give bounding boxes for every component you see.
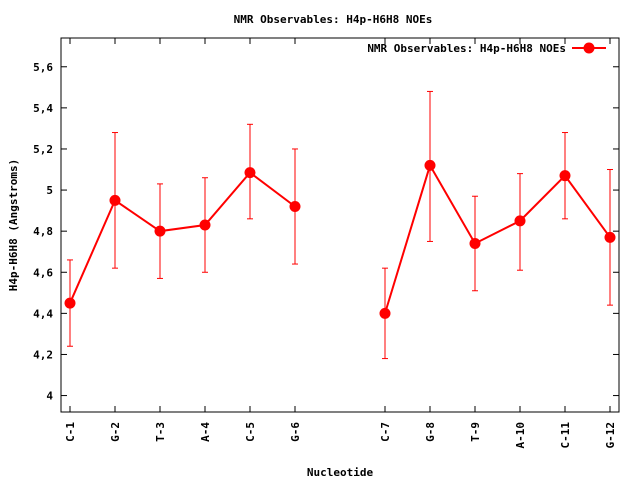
y-tick-label: 5,4 xyxy=(33,102,53,115)
data-point xyxy=(289,201,301,213)
x-tick-label: C-1 xyxy=(64,422,77,442)
y-tick-label: 5 xyxy=(46,184,53,197)
x-tick-label: T-3 xyxy=(154,422,167,442)
chart-title: NMR Observables: H4p-H6H8 NOEs xyxy=(234,13,433,26)
x-tick-label: A-10 xyxy=(514,422,527,449)
x-tick-label: G-12 xyxy=(604,422,617,449)
y-tick-label: 4,6 xyxy=(33,266,53,279)
y-axis-label: H4p-H6H8 (Angstroms) xyxy=(7,159,20,291)
plot-frame xyxy=(60,37,620,413)
y-tick-label: 4 xyxy=(46,390,53,403)
data-point xyxy=(424,159,436,171)
x-axis-label: Nucleotide xyxy=(307,466,374,479)
y-tick-label: 4,2 xyxy=(33,348,53,361)
data-point xyxy=(244,167,256,179)
y-tick-label: 4,8 xyxy=(33,225,53,238)
x-tick-label: G-6 xyxy=(289,422,302,442)
legend-label: NMR Observables: H4p-H6H8 NOEs xyxy=(367,42,566,55)
x-tick-label: T-9 xyxy=(469,422,482,442)
data-point xyxy=(604,231,616,243)
data-point xyxy=(154,225,166,237)
data-point xyxy=(199,219,211,231)
x-tick-label: G-2 xyxy=(109,422,122,442)
x-tick-label: C-11 xyxy=(559,422,572,449)
data-point xyxy=(559,170,571,182)
y-tick-label: 4,4 xyxy=(33,307,53,320)
x-tick-label: G-8 xyxy=(424,422,437,442)
y-tick-label: 5,6 xyxy=(33,61,53,74)
y-tick-label: 5,2 xyxy=(33,143,53,156)
x-tick-label: C-7 xyxy=(379,422,392,442)
x-tick-label: A-4 xyxy=(199,422,212,442)
data-point xyxy=(109,194,121,206)
data-point xyxy=(379,307,391,319)
x-tick-label: C-5 xyxy=(244,422,257,442)
series-line xyxy=(69,171,296,304)
series-line xyxy=(384,162,611,314)
data-point xyxy=(469,237,481,249)
legend: NMR Observables: H4p-H6H8 NOEs xyxy=(367,42,606,55)
data-point xyxy=(514,215,526,227)
data-point xyxy=(64,297,76,309)
legend-marker xyxy=(583,42,595,54)
